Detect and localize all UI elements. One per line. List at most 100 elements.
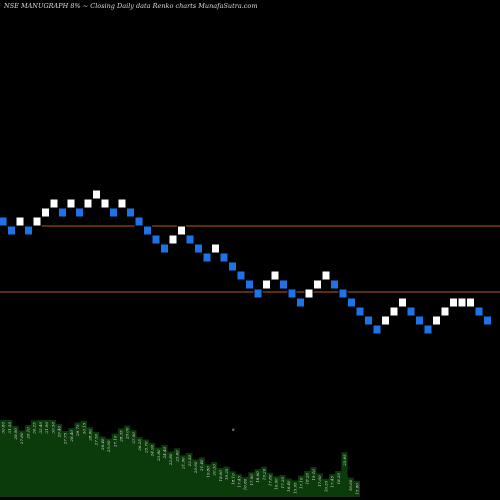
- volume-label: 17.80: [268, 474, 273, 486]
- volume-label: 23.80: [156, 449, 161, 462]
- renko-brick-down: [245, 279, 254, 290]
- renko-brick-down: [347, 297, 356, 308]
- renko-brick-down: [423, 324, 433, 335]
- renko-brick-down: [330, 279, 339, 290]
- volume-label: 29.40: [56, 425, 61, 438]
- renko-brick-up: [440, 306, 450, 317]
- volume-label: 20.30: [212, 464, 217, 477]
- renko-brick-down: [202, 252, 212, 263]
- volume-label: 29.75: [75, 424, 80, 437]
- volume-label: 22.50: [187, 454, 192, 467]
- volume-label: 31.90: [44, 422, 49, 434]
- volume-label: 17.45: [236, 476, 241, 488]
- volume-label: 17.60: [317, 475, 322, 487]
- renko-brick-up: [381, 315, 390, 326]
- volume-label: 21.90: [181, 457, 186, 470]
- renko-brick-down: [287, 288, 297, 299]
- renko-brick-down: [0, 216, 8, 227]
- renko-brick-up: [168, 234, 178, 245]
- chart-title: NSE MANUGRAPH 8% ~ Closing Daily data Re…: [4, 2, 258, 10]
- volume-label: 22.80: [168, 453, 173, 466]
- renko-brick-up: [321, 270, 331, 281]
- volume-label: 16.60: [348, 479, 353, 491]
- renko-brick-down: [355, 306, 365, 317]
- renko-brick-down: [194, 243, 203, 254]
- renko-brick-down: [253, 288, 263, 299]
- volume-label: 28.35: [119, 430, 124, 443]
- volume-label: 31.50: [7, 422, 12, 434]
- volume-label: 19.20: [261, 468, 266, 480]
- renko-brick-down: [219, 252, 229, 263]
- volume-label: 28.90: [13, 428, 18, 441]
- renko-brick-up: [432, 315, 441, 326]
- renko-brick-up: [398, 297, 407, 308]
- renko-brick-up: [457, 297, 467, 308]
- volume-label: 19.10: [311, 469, 316, 481]
- volume-label: 18.90: [218, 470, 223, 482]
- volume-label: 17.25: [280, 476, 285, 488]
- volume-label: 30.80: [1, 422, 6, 434]
- volume-label: 26.40: [100, 438, 105, 451]
- renko-brick-up: [83, 198, 93, 209]
- renko-brick-down: [338, 288, 348, 299]
- renko-brick-down: [483, 315, 492, 326]
- volume-label: 29.00: [125, 427, 130, 440]
- volume-label: 32.40: [38, 422, 43, 434]
- volume-label: 26.25: [137, 439, 142, 452]
- renko-brick-down: [406, 306, 416, 317]
- renko-brick-up: [15, 216, 25, 227]
- renko-brick-up: [262, 279, 271, 290]
- renko-brick-up: [270, 270, 280, 281]
- volume-label: 18.10: [230, 473, 235, 485]
- volume-label: 30.15: [81, 422, 86, 434]
- volume-label: 29.10: [25, 427, 30, 440]
- renko-brick-up: [466, 297, 475, 308]
- volume-label: 15.80: [354, 483, 359, 495]
- renko-brick-down: [134, 216, 144, 227]
- volume-label: 25.70: [143, 441, 148, 454]
- renko-brick-down: [228, 261, 237, 272]
- volume-label: 24.40: [162, 446, 167, 459]
- volume-label: 25.90: [106, 440, 111, 453]
- volume-label: 19.80: [205, 466, 210, 478]
- renko-brick-up: [49, 198, 59, 209]
- renko-brick-up: [100, 198, 110, 209]
- volume-label: 28.60: [88, 429, 93, 442]
- horizontal-lines: [0, 225, 500, 293]
- volume-label: 27.75: [63, 432, 68, 445]
- renko-brick-down: [109, 207, 118, 218]
- renko-brick-down: [24, 225, 33, 236]
- volume-area: [0, 420, 360, 497]
- renko-brick-up: [177, 225, 186, 236]
- volume-marker: 8: [232, 427, 235, 432]
- volume-label: 15.95: [292, 482, 297, 494]
- renko-brick-up: [211, 243, 220, 254]
- volume-label: 18.20: [336, 473, 341, 485]
- renko-brick-down: [75, 207, 84, 218]
- volume-label: 27.50: [94, 433, 99, 446]
- volume-label: 30.50: [50, 422, 55, 434]
- renko-brick-down: [143, 225, 152, 236]
- volume-label: 17.90: [249, 474, 254, 486]
- renko-brick-down: [160, 243, 169, 254]
- volume-label: 30.25: [32, 422, 37, 434]
- renko-brick-down: [58, 207, 67, 218]
- renko-brick-down: [7, 225, 16, 236]
- volume-label: 24.90: [150, 444, 155, 457]
- volume-label: 18.20: [305, 473, 310, 485]
- renko-brick-up: [304, 288, 314, 299]
- renko-brick-down: [151, 234, 161, 245]
- renko-brick-up: [41, 207, 50, 218]
- volume-label: 17.45: [330, 476, 335, 488]
- renko-bricks: [0, 189, 492, 335]
- volume-label: 22.65: [342, 454, 347, 467]
- volume-label: 19.25: [224, 468, 229, 480]
- renko-brick-up: [32, 216, 42, 227]
- renko-brick-down: [279, 279, 288, 290]
- renko-brick-down: [474, 306, 484, 317]
- renko-brick-down: [296, 297, 305, 308]
- volume-area-shape: [0, 420, 360, 497]
- volume-label: 20.90: [193, 461, 198, 474]
- renko-brick-down: [372, 324, 382, 335]
